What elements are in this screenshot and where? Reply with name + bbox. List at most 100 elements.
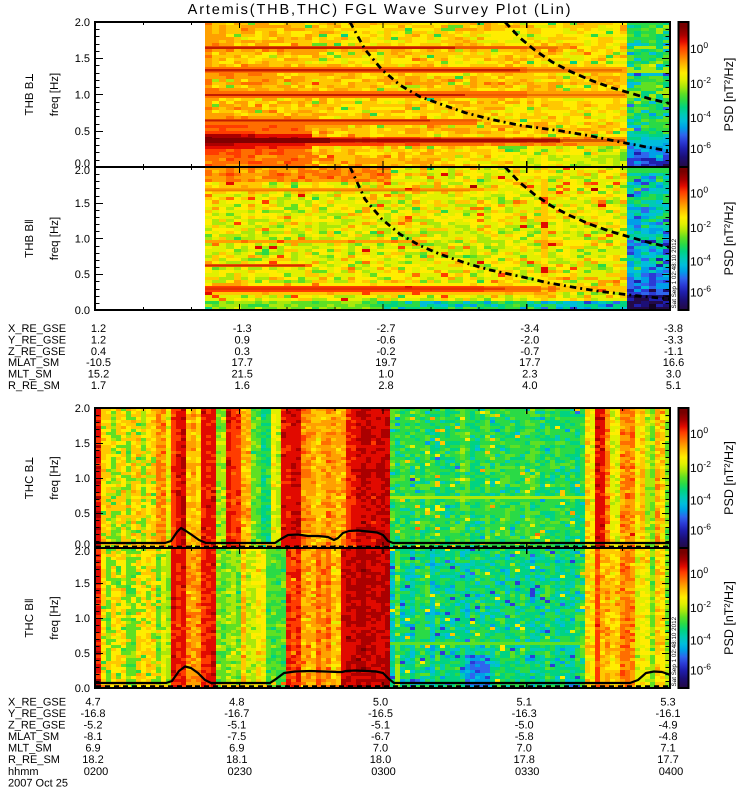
svg-text:0330: 0330 [515,766,539,778]
svg-text:5.3: 5.3 [660,697,675,709]
svg-text:-0.7: -0.7 [520,346,539,358]
svg-text:Z_RE_GSE: Z_RE_GSE [8,720,65,732]
svg-text:1.0: 1.0 [75,613,90,625]
svg-text:1.0: 1.0 [75,90,90,102]
svg-text:7.1: 7.1 [660,743,675,755]
svg-text:6.9: 6.9 [85,743,100,755]
svg-text:X_RE_GSE: X_RE_GSE [8,323,66,335]
svg-text:Y_RE_GSE: Y_RE_GSE [8,708,66,720]
svg-text:hhmm: hhmm [8,766,39,778]
svg-text:-5.1: -5.1 [371,720,390,732]
svg-text:15.2: 15.2 [88,369,109,381]
svg-text:Y_RE_GSE: Y_RE_GSE [8,334,66,346]
svg-text:R_RE_SM: R_RE_SM [8,380,60,392]
svg-text:-2.7: -2.7 [377,323,396,335]
svg-text:-4.8: -4.8 [659,731,678,743]
svg-text:freq [Hz]: freq [Hz] [49,596,61,639]
svg-text:2007 Oct 25: 2007 Oct 25 [8,777,68,789]
svg-text:1.5: 1.5 [75,578,90,590]
svg-text:0.5: 0.5 [75,648,90,660]
svg-text:PSD [nT²/Hz]: PSD [nT²/Hz] [722,441,736,515]
svg-text:-16.7: -16.7 [224,708,249,720]
svg-text:17.7: 17.7 [519,357,540,369]
svg-text:1.7: 1.7 [91,380,106,392]
svg-text:17.8: 17.8 [513,754,534,766]
svg-text:-10.5: -10.5 [86,357,111,369]
svg-text:THC B‖: THC B‖ [24,598,36,637]
svg-text:freq [Hz]: freq [Hz] [49,73,61,116]
svg-text:3.0: 3.0 [666,369,681,381]
svg-text:1.5: 1.5 [75,53,90,65]
svg-text:X_RE_GSE: X_RE_GSE [8,697,66,709]
svg-text:-16.1: -16.1 [655,708,680,720]
svg-text:PSD [nT²/Hz]: PSD [nT²/Hz] [722,202,736,276]
svg-text:1.0: 1.0 [75,473,90,485]
svg-text:2.0: 2.0 [75,17,90,29]
svg-text:0.5: 0.5 [75,126,90,138]
svg-text:THB B: THB B [24,81,36,115]
svg-text:0.0: 0.0 [75,305,90,317]
svg-text:freq [Hz]: freq [Hz] [49,456,61,499]
svg-text:19.7: 19.7 [375,357,396,369]
svg-text:0.0: 0.0 [75,539,90,551]
svg-text:2.8: 2.8 [378,380,393,392]
svg-text:16.6: 16.6 [663,357,684,369]
svg-text:Sat Sep 1 02:48:10 2012: Sat Sep 1 02:48:10 2012 [671,238,678,308]
svg-text:-8.1: -8.1 [84,731,103,743]
svg-text:-16.5: -16.5 [368,708,393,720]
svg-text:-3.4: -3.4 [520,323,539,335]
svg-text:R_RE_SM: R_RE_SM [8,754,60,766]
svg-text:17.7: 17.7 [231,357,252,369]
svg-text:0.5: 0.5 [75,269,90,281]
svg-text:2.0: 2.0 [75,165,90,177]
svg-text:0.4: 0.4 [91,346,106,358]
svg-text:1.5: 1.5 [75,198,90,210]
svg-text:7.0: 7.0 [517,743,532,755]
svg-text:2.0: 2.0 [75,403,90,415]
svg-text:1.5: 1.5 [75,438,90,450]
svg-text:-5.8: -5.8 [515,731,534,743]
svg-text:-1.3: -1.3 [233,323,252,335]
svg-text:Sat Sep 1 02:48:10 2012: Sat Sep 1 02:48:10 2012 [671,616,678,686]
svg-text:5.1: 5.1 [517,697,532,709]
svg-text:21.5: 21.5 [231,369,252,381]
svg-text:-3.8: -3.8 [664,323,683,335]
svg-text:0.3: 0.3 [235,346,250,358]
svg-text:MLAT_SM: MLAT_SM [8,357,59,369]
svg-text:17.7: 17.7 [657,754,678,766]
svg-text:0.0: 0.0 [75,158,90,170]
svg-text:1.2: 1.2 [91,323,106,335]
svg-text:0.5: 0.5 [75,508,90,520]
svg-text:1.0: 1.0 [378,369,393,381]
svg-text:-0.2: -0.2 [377,346,396,358]
svg-text:PSD [nT²/Hz]: PSD [nT²/Hz] [722,581,736,655]
svg-text:4.7: 4.7 [85,697,100,709]
svg-text:-1.1: -1.1 [664,346,683,358]
svg-text:1.2: 1.2 [91,334,106,346]
svg-text:0230: 0230 [228,766,252,778]
svg-text:4.0: 4.0 [522,380,537,392]
svg-text:MLAT_SM: MLAT_SM [8,731,59,743]
svg-text:-2.0: -2.0 [520,334,539,346]
svg-text:-4.9: -4.9 [659,720,678,732]
svg-text:-16.8: -16.8 [80,708,105,720]
svg-text:-5.1: -5.1 [227,720,246,732]
svg-text:MLT_SM: MLT_SM [8,743,52,755]
svg-text:4.8: 4.8 [229,697,244,709]
svg-text:-7.5: -7.5 [227,731,246,743]
svg-text:1.0: 1.0 [75,234,90,246]
svg-text:18.1: 18.1 [226,754,247,766]
svg-text:THC B: THC B [24,464,36,499]
svg-text:5.1: 5.1 [666,380,681,392]
svg-text:1.6: 1.6 [235,380,250,392]
svg-text:0.9: 0.9 [235,334,250,346]
svg-text:THB B‖: THB B‖ [24,219,36,258]
svg-text:-5.2: -5.2 [84,720,103,732]
svg-text:-16.3: -16.3 [512,708,537,720]
svg-text:7.0: 7.0 [373,743,388,755]
svg-text:Artemis(THB,THC) FGL Wave Surv: Artemis(THB,THC) FGL Wave Survey Plot (L… [188,2,573,18]
svg-text:MLT_SM: MLT_SM [8,369,52,381]
svg-text:-6.7: -6.7 [371,731,390,743]
svg-text:freq [Hz]: freq [Hz] [49,217,61,260]
svg-text:0300: 0300 [371,766,395,778]
